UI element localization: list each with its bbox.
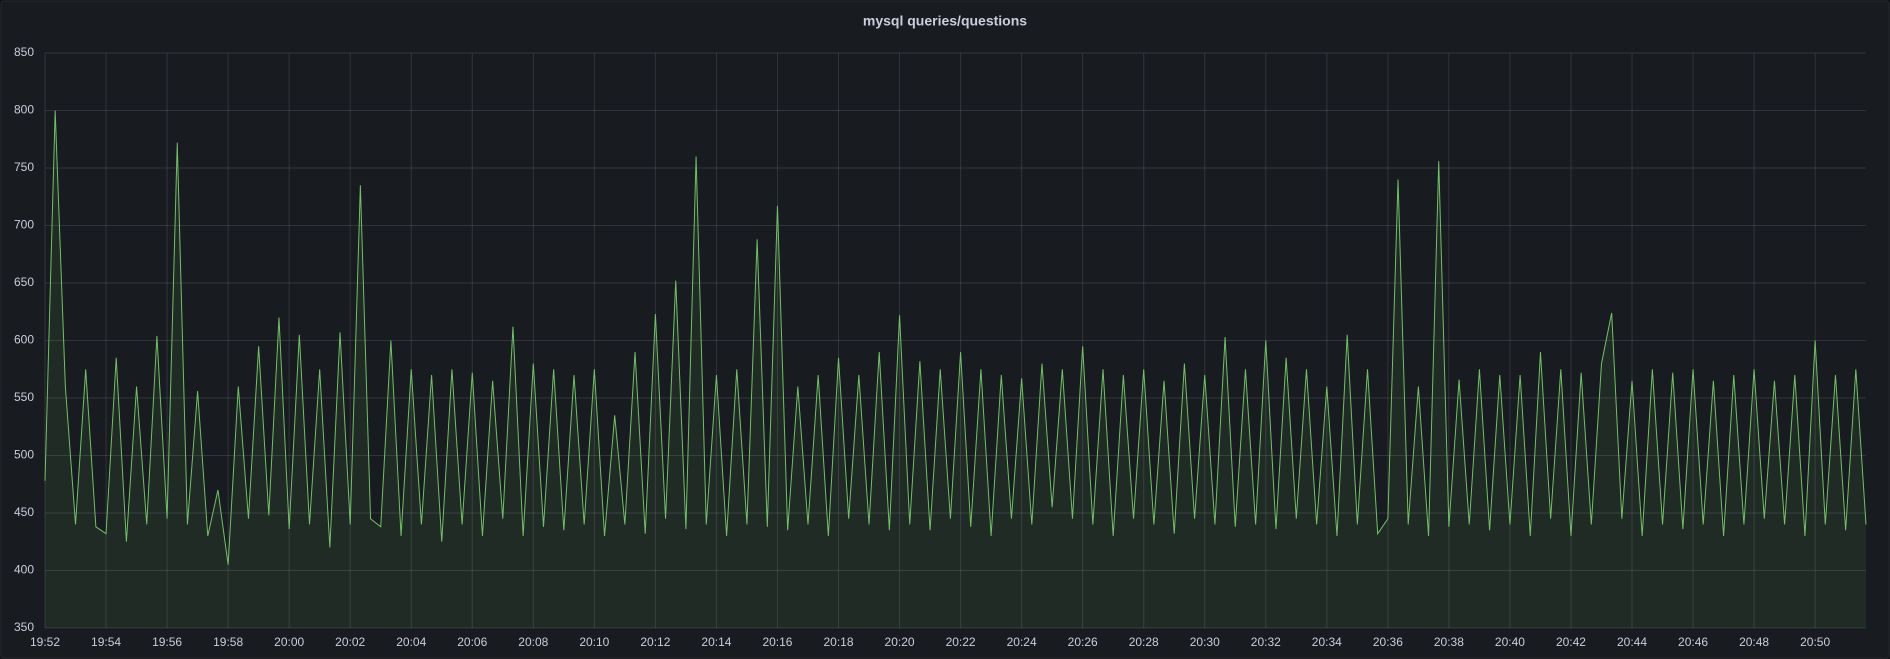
x-tick-label: 20:18 [823, 635, 853, 649]
x-tick-label: 20:28 [1129, 635, 1159, 649]
x-tick-label: 20:38 [1434, 635, 1464, 649]
x-tick-label: 20:14 [701, 635, 731, 649]
x-tick-label: 20:10 [579, 635, 609, 649]
x-tick-label: 20:00 [274, 635, 304, 649]
x-tick-label: 19:54 [91, 635, 121, 649]
y-tick-label: 450 [14, 505, 34, 519]
y-tick-label: 850 [14, 45, 34, 59]
x-tick-label: 20:16 [762, 635, 792, 649]
x-tick-label: 20:36 [1373, 635, 1403, 649]
x-tick-label: 20:26 [1068, 635, 1098, 649]
x-tick-label: 20:34 [1312, 635, 1342, 649]
x-tick-label: 19:58 [213, 635, 243, 649]
x-tick-label: 20:48 [1739, 635, 1769, 649]
y-tick-label: 550 [14, 390, 34, 404]
y-tick-label: 600 [14, 333, 34, 347]
x-tick-label: 20:32 [1251, 635, 1281, 649]
x-tick-label: 20:22 [946, 635, 976, 649]
x-tick-label: 20:50 [1800, 635, 1830, 649]
x-tick-label: 19:56 [152, 635, 182, 649]
area-fill [45, 110, 1866, 628]
x-tick-label: 20:46 [1678, 635, 1708, 649]
x-tick-label: 20:06 [457, 635, 487, 649]
x-tick-label: 19:52 [30, 635, 60, 649]
x-tick-label: 20:08 [518, 635, 548, 649]
x-tick-label: 20:04 [396, 635, 426, 649]
x-tick-label: 20:40 [1495, 635, 1525, 649]
y-tick-label: 500 [14, 448, 34, 462]
y-tick-label: 400 [14, 563, 34, 577]
y-tick-label: 750 [14, 160, 34, 174]
x-tick-label: 20:24 [1007, 635, 1037, 649]
y-tick-label: 800 [14, 103, 34, 117]
x-tick-label: 20:42 [1556, 635, 1586, 649]
y-tick-label: 650 [14, 275, 34, 289]
x-tick-label: 20:12 [640, 635, 670, 649]
x-tick-label: 20:44 [1617, 635, 1647, 649]
x-tick-label: 20:30 [1190, 635, 1220, 649]
x-tick-label: 20:02 [335, 635, 365, 649]
panel-title[interactable]: mysql queries/questions [863, 13, 1027, 29]
x-tick-label: 20:20 [885, 635, 915, 649]
y-tick-label: 350 [14, 620, 34, 634]
series-line [44, 110, 1867, 565]
y-tick-label: 700 [14, 218, 34, 232]
